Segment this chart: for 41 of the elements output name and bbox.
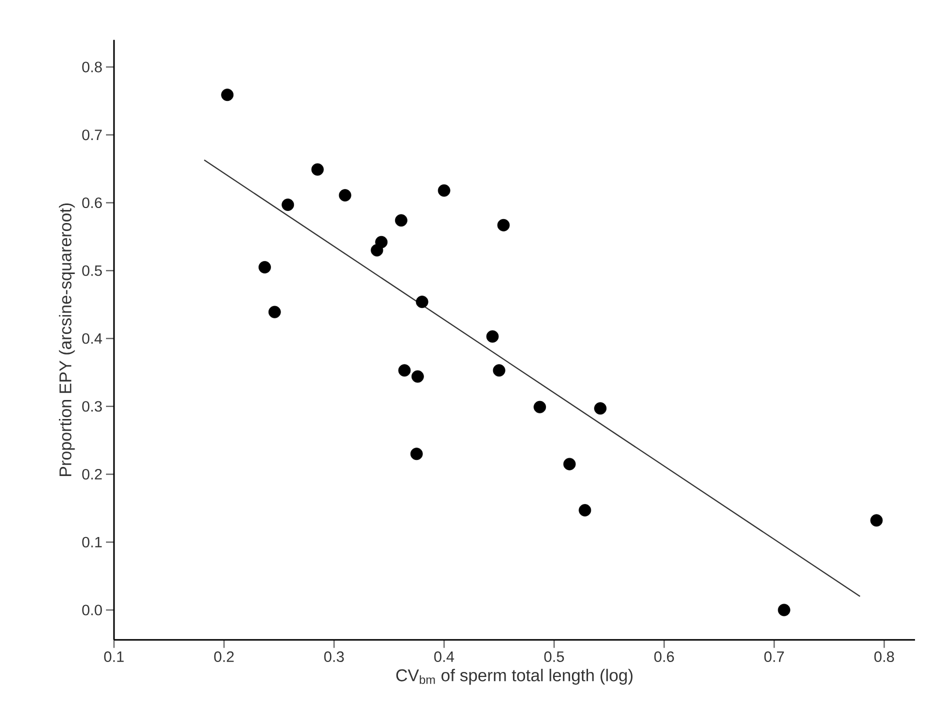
y-tick-label: 0.2: [82, 468, 102, 480]
point: [411, 370, 424, 383]
y-tick-label: 0.6: [82, 197, 102, 208]
x-tick-label: 0.1: [104, 651, 124, 662]
x-tick-label: 0.4: [434, 651, 454, 662]
y-tick-label: 0.3: [82, 401, 102, 412]
point: [416, 296, 428, 308]
x-axis-title: CV$_{bm}$ of sperm total length (log): [396, 668, 632, 685]
x-tick-label: 0.2: [214, 651, 234, 662]
point: [438, 184, 450, 197]
point: [563, 458, 576, 470]
point: [398, 364, 411, 377]
y-tick-label: 0.8: [82, 62, 102, 72]
point: [578, 504, 592, 516]
y-tick-label: 0.4: [82, 333, 102, 344]
x-tick-label: 0.6: [654, 651, 674, 662]
y-tick-label: 0.7: [82, 130, 102, 140]
point: [282, 198, 294, 211]
x-tick-label: 0.7: [764, 651, 784, 662]
point: [534, 400, 546, 414]
y-tick-label: 0.1: [82, 536, 102, 548]
point: [394, 214, 408, 227]
point: [268, 306, 281, 318]
point: [258, 261, 271, 274]
point: [870, 514, 883, 527]
y-tick-label: 0.5: [82, 265, 102, 276]
x-tick-label: 0.3: [324, 651, 344, 662]
point: [778, 604, 790, 616]
x-tick-label: 0.5: [544, 651, 564, 662]
y-axis-title: Proportion EPY (arcsine-squareroot): [58, 203, 75, 476]
point: [338, 189, 352, 202]
point: [492, 364, 506, 377]
point: [221, 88, 234, 102]
point: [410, 448, 423, 460]
point: [594, 402, 607, 415]
point: [375, 236, 388, 248]
x-tick-label: 0.8: [874, 651, 894, 662]
y-tick-label: 0.0: [82, 604, 102, 616]
point: [497, 218, 510, 232]
point: [311, 163, 324, 176]
point: [486, 330, 499, 343]
